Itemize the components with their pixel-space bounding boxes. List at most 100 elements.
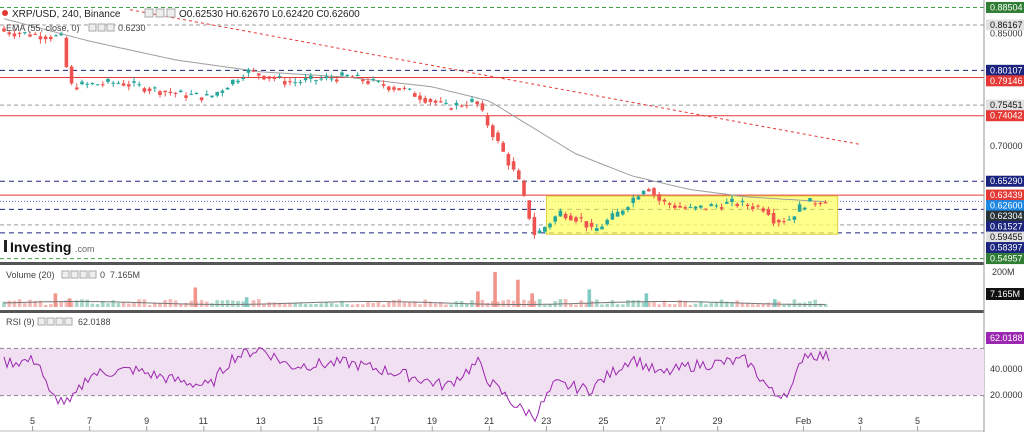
candle-body[interactable] xyxy=(90,82,95,85)
volume-bar[interactable] xyxy=(251,300,256,307)
candle-body[interactable] xyxy=(210,95,214,98)
candle-body[interactable] xyxy=(397,88,401,91)
candle-body[interactable] xyxy=(153,87,157,89)
candle-body[interactable] xyxy=(480,103,485,111)
volume-bar[interactable] xyxy=(587,289,592,307)
volume-bar[interactable] xyxy=(12,300,17,307)
volume-bar[interactable] xyxy=(319,303,323,307)
volume-bar[interactable] xyxy=(335,304,339,307)
candle-body[interactable] xyxy=(324,76,329,79)
volume-bar[interactable] xyxy=(428,301,433,307)
volume-bar[interactable] xyxy=(418,304,422,307)
volume-bar[interactable] xyxy=(704,304,708,307)
candle-body[interactable] xyxy=(792,216,797,220)
candle-body[interactable] xyxy=(340,72,344,76)
volume-bar[interactable] xyxy=(272,302,277,307)
volume-bar[interactable] xyxy=(693,303,698,307)
candle-body[interactable] xyxy=(673,205,677,209)
ema-settings-icons[interactable] xyxy=(88,23,115,32)
candle-body[interactable] xyxy=(418,95,422,100)
candle-body[interactable] xyxy=(137,84,141,86)
candle-body[interactable] xyxy=(719,207,724,209)
candle-body[interactable] xyxy=(101,84,105,86)
candle-body[interactable] xyxy=(647,189,651,192)
candle-body[interactable] xyxy=(584,221,589,228)
volume-bar[interactable] xyxy=(636,300,641,307)
volume-bar[interactable] xyxy=(153,303,157,307)
volume-bar[interactable] xyxy=(751,304,755,307)
volume-bar[interactable] xyxy=(574,304,578,307)
candle-body[interactable] xyxy=(241,77,245,80)
volume-bar[interactable] xyxy=(376,301,381,307)
candle-body[interactable] xyxy=(267,76,271,79)
candle-body[interactable] xyxy=(485,115,490,126)
volume-bar[interactable] xyxy=(324,302,329,307)
volume-bar[interactable] xyxy=(683,300,687,307)
candle-body[interactable] xyxy=(745,204,750,207)
candle-body[interactable] xyxy=(699,205,703,208)
candle-body[interactable] xyxy=(579,217,583,219)
volume-bar[interactable] xyxy=(43,304,48,307)
volume-bar[interactable] xyxy=(402,302,407,307)
candle-body[interactable] xyxy=(818,202,823,205)
candle-body[interactable] xyxy=(54,35,58,37)
candle-body[interactable] xyxy=(433,100,438,103)
volume-bar[interactable] xyxy=(75,300,79,307)
candle-body[interactable] xyxy=(465,105,469,107)
volume-bar[interactable] xyxy=(423,299,427,307)
volume-bar[interactable] xyxy=(69,301,74,307)
candle-body[interactable] xyxy=(511,161,516,170)
volume-bar[interactable] xyxy=(106,303,110,307)
candle-body[interactable] xyxy=(293,82,297,84)
candle-body[interactable] xyxy=(23,32,27,34)
candle-body[interactable] xyxy=(199,97,204,101)
volume-bar[interactable] xyxy=(17,299,22,307)
volume-bar[interactable] xyxy=(610,300,615,307)
candle-body[interactable] xyxy=(142,88,147,92)
volume-bar[interactable] xyxy=(283,304,287,307)
candle-body[interactable] xyxy=(543,227,547,232)
candle-body[interactable] xyxy=(215,92,219,96)
candle-body[interactable] xyxy=(595,228,599,232)
volume-bar[interactable] xyxy=(345,303,349,307)
volume-bar[interactable] xyxy=(714,302,719,307)
candle-body[interactable] xyxy=(537,230,542,234)
volume-bar[interactable] xyxy=(563,299,568,307)
volume-bar[interactable] xyxy=(433,303,438,307)
candle-body[interactable] xyxy=(688,206,693,208)
volume-bar[interactable] xyxy=(381,304,386,307)
volume-bar[interactable] xyxy=(688,304,693,307)
candle-body[interactable] xyxy=(38,36,43,40)
volume-bar[interactable] xyxy=(621,304,625,307)
volume-bar[interactable] xyxy=(652,300,656,307)
volume-bar[interactable] xyxy=(530,293,534,307)
candle-body[interactable] xyxy=(470,99,474,102)
candle-body[interactable] xyxy=(80,81,84,85)
volume-bar[interactable] xyxy=(662,300,667,307)
candle-body[interactable] xyxy=(179,90,183,93)
volume-bar[interactable] xyxy=(350,304,355,307)
candle-body[interactable] xyxy=(444,102,448,104)
volume-bar[interactable] xyxy=(262,304,266,307)
candle-body[interactable] xyxy=(262,75,266,80)
volume-bar[interactable] xyxy=(111,300,115,307)
candle-body[interactable] xyxy=(345,74,349,77)
volume-bar[interactable] xyxy=(667,304,672,307)
volume-bar[interactable] xyxy=(355,304,360,307)
candle-body[interactable] xyxy=(127,84,131,87)
volume-bar[interactable] xyxy=(678,300,682,307)
volume-bar[interactable] xyxy=(28,299,32,307)
candle-body[interactable] xyxy=(704,208,708,210)
volume-bar[interactable] xyxy=(584,303,589,307)
volume-bar[interactable] xyxy=(787,303,791,307)
candle-body[interactable] xyxy=(667,203,672,205)
candle-body[interactable] xyxy=(413,93,417,97)
volume-bar[interactable] xyxy=(220,300,225,307)
volume-bar[interactable] xyxy=(506,299,511,307)
candle-body[interactable] xyxy=(59,33,63,36)
volume-bar[interactable] xyxy=(361,304,365,307)
candle-body[interactable] xyxy=(366,81,370,84)
candle-body[interactable] xyxy=(335,79,339,82)
volume-bar[interactable] xyxy=(454,301,459,307)
volume-bar[interactable] xyxy=(543,304,547,307)
